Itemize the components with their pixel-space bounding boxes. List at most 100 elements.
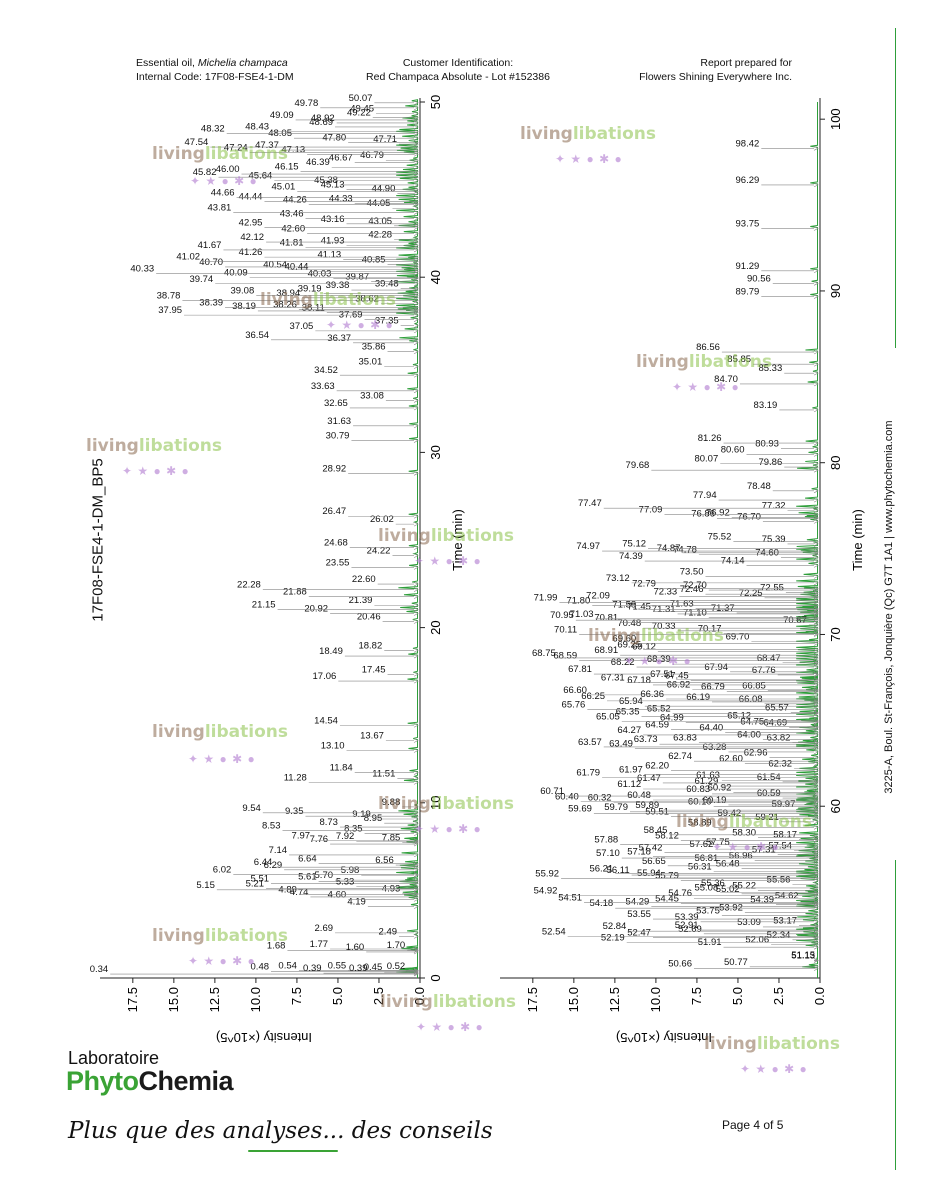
peak-label: 39.74 (189, 274, 213, 285)
peak-arrow (413, 423, 419, 429)
peak-label: 8.53 (262, 821, 281, 832)
peak-label: 57.10 (596, 848, 620, 859)
peak-label: 32.65 (324, 398, 348, 409)
peak-label: 69.12 (632, 642, 656, 653)
peak-label: 55.02 (716, 884, 740, 895)
time-axis-title: Time (min) (850, 509, 865, 571)
peak-arrow (813, 294, 819, 299)
peak-label: 59.51 (645, 807, 669, 818)
peak-arrow (813, 497, 819, 503)
peak-arrow (813, 661, 819, 667)
peak-label: 42.12 (240, 232, 264, 243)
peak-label: 59.79 (604, 802, 628, 813)
peak-arrow (413, 281, 419, 287)
peak-label: 71.58 (612, 599, 636, 610)
peak-label: 38.11 (302, 302, 325, 313)
peak-arrow (813, 574, 819, 579)
peak-label: 75.52 (708, 532, 732, 543)
peak-label: 65.35 (616, 706, 640, 717)
peak-label: 68.47 (757, 653, 781, 664)
peak-label: 30.79 (326, 431, 350, 442)
chart-panel-2: 60 70 80 90 100 0.0 2.5 5.0 7.5 10.0 12.5 15.0 17.5 T… (500, 98, 865, 1045)
peak-arrow (813, 512, 819, 517)
peak-arrow (413, 565, 419, 570)
peak-arrow (813, 964, 819, 970)
peak-arrow (413, 243, 419, 248)
peak-label: 93.75 (736, 219, 760, 230)
peak-arrow (813, 563, 819, 568)
peak-arrow (413, 862, 419, 868)
peak-label: 55.92 (535, 868, 559, 879)
peak-arrow (813, 732, 819, 738)
peak-label: 57.31 (752, 844, 776, 855)
peak-arrow (813, 226, 819, 231)
peak-arrow (413, 886, 419, 891)
peak-label: 24.68 (324, 538, 348, 549)
peak-arrow (413, 545, 419, 550)
peak-label: 57.75 (706, 837, 730, 848)
peak-arrow (813, 641, 819, 646)
peak-label: 45.13 (321, 179, 345, 190)
peak-arrow (813, 775, 819, 780)
peak-arrow (413, 236, 419, 242)
time-tick-label: 90 (828, 284, 843, 298)
peak-label: 67.45 (665, 670, 689, 681)
peak-arrow (413, 892, 419, 897)
peak-arrow (813, 671, 819, 677)
peak-arrow (413, 115, 419, 120)
peak-arrow (413, 205, 419, 211)
peak-arrow (413, 308, 419, 314)
peak-arrow (413, 124, 419, 130)
peak-arrow (813, 594, 819, 599)
peak-label: 40.54 (263, 260, 287, 271)
peak-arrow (813, 905, 819, 911)
peak-label: 67.31 (601, 673, 625, 684)
peak-arrow (813, 809, 819, 815)
peak-arrow (413, 521, 419, 527)
peak-label: 4.19 (347, 897, 366, 908)
time-tick-label: 10 (428, 796, 443, 810)
peak-arrow (813, 452, 819, 457)
peak-label: 80.60 (721, 444, 745, 455)
peak-arrow (813, 580, 819, 586)
peak-arrow (813, 610, 819, 616)
peak-arrow (813, 876, 819, 881)
peak-arrow (413, 947, 419, 953)
peak-label: 11.28 (284, 772, 307, 783)
peak-arrow (813, 625, 819, 631)
peak-arrow (813, 146, 819, 151)
peak-arrow (413, 187, 419, 192)
peak-label: 37.05 (290, 321, 314, 332)
peak-label: 11.84 (330, 763, 353, 774)
peak-arrow (413, 949, 419, 955)
peak-label: 66.08 (739, 694, 763, 705)
peak-arrow (413, 678, 419, 684)
peak-arrow (813, 749, 819, 755)
peak-arrow (413, 199, 419, 204)
peak-arrow (813, 587, 819, 593)
peak-label: 60.19 (703, 795, 727, 806)
peak-label: 71.03 (570, 609, 594, 620)
peak-arrow (413, 111, 419, 116)
peak-label: 9.88 (382, 797, 401, 808)
peak-label: 64.69 (763, 718, 787, 729)
header-species: Michelia champaca (197, 57, 288, 69)
intensity-tick-label: 17.5 (125, 987, 140, 1012)
peak-label: 58.17 (773, 830, 797, 841)
time-tick-label: 50 (428, 95, 443, 109)
peak-label: 73.12 (606, 573, 630, 584)
peak-arrow (813, 361, 819, 367)
watermark-logo: livinglibations (380, 992, 516, 1012)
peak-label: 0.39 (303, 963, 322, 974)
peak-arrow (813, 698, 819, 704)
peak-label: 22.60 (352, 574, 376, 585)
peak-label: 65.12 (727, 710, 751, 721)
page-number: Page 4 of 5 (722, 1118, 784, 1132)
peak-arrow (413, 286, 419, 291)
peak-arrow (813, 724, 819, 729)
peak-label: 5.61 (298, 872, 317, 883)
peak-arrow (413, 513, 419, 519)
peak-label: 52.19 (601, 932, 625, 943)
peak-arrow (413, 223, 419, 229)
peak-arrow (813, 755, 819, 760)
